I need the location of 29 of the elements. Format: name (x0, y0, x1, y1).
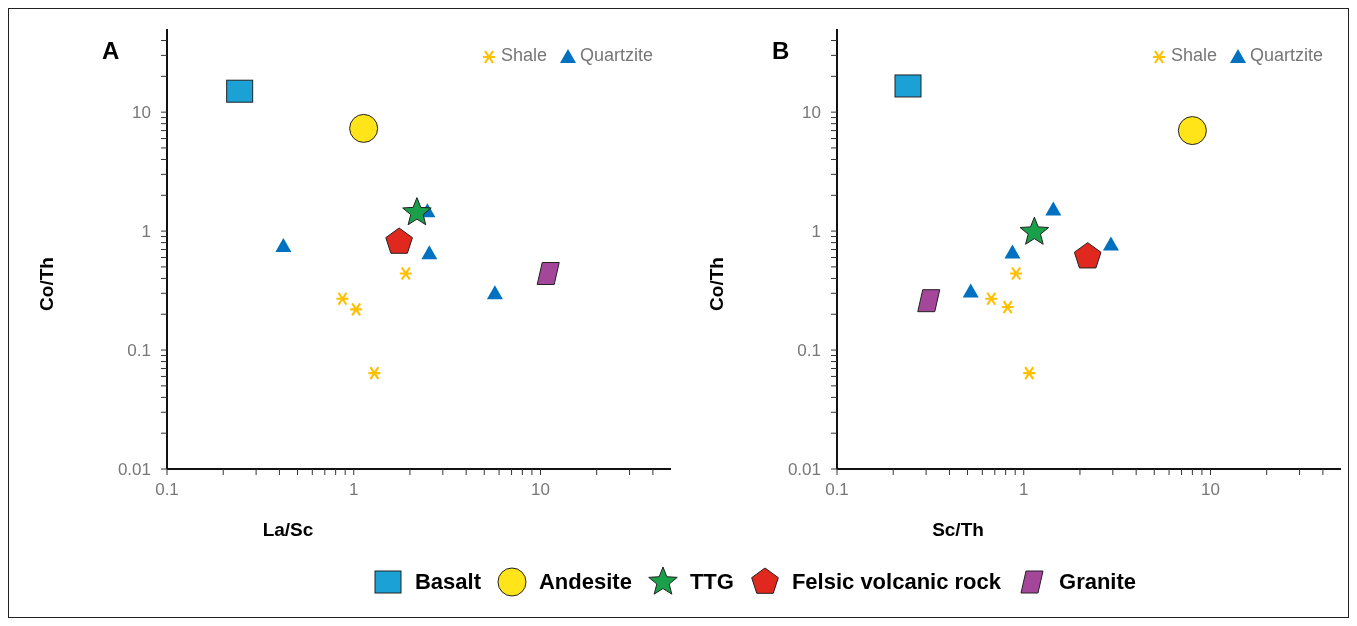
legend-label: Quartzite (1249, 45, 1323, 66)
legend-label: Granite (1059, 569, 1137, 595)
x-tick-label: 1 (1019, 480, 1029, 499)
y-axis-title: Co/Th (36, 256, 58, 313)
legend-label: Felsic volcanic rock (791, 569, 1002, 595)
y-tick-label: 0.1 (127, 341, 151, 361)
x-axis-title: Sc/Th (931, 519, 985, 541)
x-tick-label: 1 (349, 480, 359, 499)
legend-label: Shale (500, 45, 547, 66)
y-tick-label: 1 (141, 222, 151, 242)
y-axis-title: Co/Th (706, 256, 728, 313)
chart-title: A (102, 37, 120, 65)
y-tick-label: 10 (802, 103, 821, 123)
legend-label: Basalt (414, 569, 481, 595)
x-tick-label: 0.1 (825, 480, 849, 499)
x-tick-label: 10 (531, 480, 550, 499)
x-tick-label: 10 (1201, 480, 1220, 499)
legend-label: Shale (1170, 45, 1217, 66)
chart-title: B (772, 37, 790, 65)
y-tick-label: 0.01 (787, 460, 821, 479)
y-tick-label: 0.01 (117, 460, 151, 479)
legend-label: Quartzite (579, 45, 653, 66)
legend-label: Andesite (538, 569, 632, 595)
y-tick-label: 0.1 (797, 341, 821, 361)
y-tick-label: 10 (132, 103, 151, 123)
legend-label: TTG (689, 569, 734, 595)
y-tick-label: 1 (811, 222, 821, 242)
x-axis-title: La/Sc (261, 519, 315, 541)
x-tick-label: 0.1 (155, 480, 179, 499)
